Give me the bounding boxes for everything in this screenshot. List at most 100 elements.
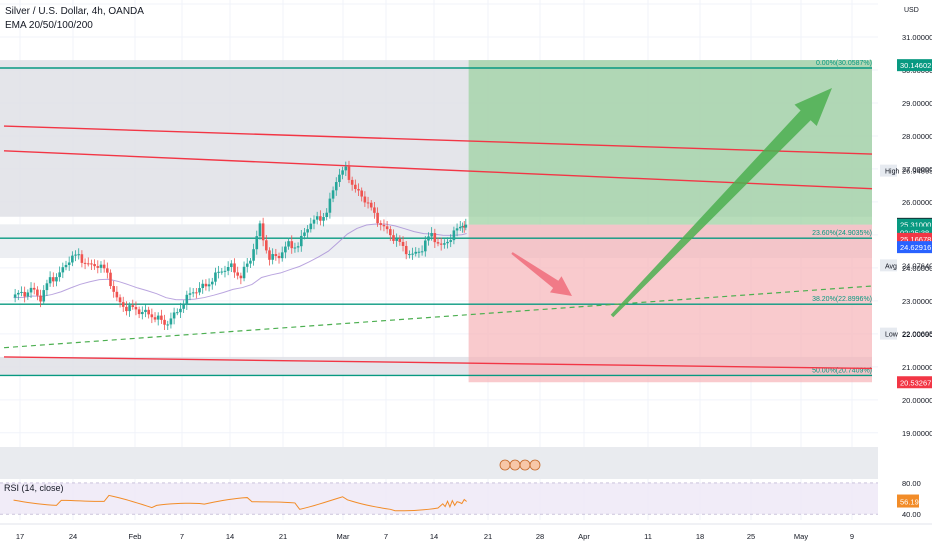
candle xyxy=(163,319,166,325)
candle xyxy=(277,255,281,259)
fib-label: 23.60%(24.9035%) xyxy=(812,230,872,237)
candle xyxy=(188,293,192,295)
candle xyxy=(61,267,65,273)
candle xyxy=(433,233,437,243)
ema-line xyxy=(13,223,467,301)
candle xyxy=(226,267,230,271)
candle xyxy=(233,263,236,273)
stat-label: Avg xyxy=(885,263,897,270)
price-tag-label: 25.31000 xyxy=(900,221,931,230)
candle xyxy=(404,245,408,255)
candle xyxy=(363,196,367,203)
candle xyxy=(118,297,122,303)
candle xyxy=(128,305,131,312)
fib-label: 50.00%(20.7409%) xyxy=(812,367,872,374)
candle xyxy=(156,315,160,320)
candle xyxy=(230,263,233,268)
candle xyxy=(350,179,354,185)
candle xyxy=(42,290,46,302)
y-tick-label: 20.00000 xyxy=(902,396,932,405)
candle xyxy=(64,264,68,268)
candle xyxy=(93,264,96,267)
rsi-value-tag xyxy=(897,494,919,508)
price-tag xyxy=(897,376,932,389)
price-tag-label: 24.62916 xyxy=(900,243,931,252)
event-icon xyxy=(509,459,521,471)
rsi-band xyxy=(0,482,878,515)
candle xyxy=(13,294,17,298)
event-icon xyxy=(499,459,511,471)
candle xyxy=(20,291,23,293)
candle xyxy=(74,254,77,256)
stat-box xyxy=(880,164,897,177)
currency-label: USD xyxy=(904,7,919,14)
x-tick-label: 7 xyxy=(384,532,388,541)
candle xyxy=(80,254,84,263)
candle xyxy=(86,263,90,265)
indicator-legend: EMA 20/50/100/200 xyxy=(5,20,93,31)
candle xyxy=(373,207,376,213)
x-tick-label: May xyxy=(794,532,808,541)
y-tick-label: 29.00000 xyxy=(902,99,932,108)
loss-zone xyxy=(468,224,872,383)
candle xyxy=(134,306,138,310)
candle xyxy=(141,312,144,315)
x-tick-label: 7 xyxy=(180,532,184,541)
stat-box xyxy=(880,327,897,340)
candle xyxy=(261,223,265,241)
x-tick-label: 14 xyxy=(430,532,438,541)
stat-label: Low xyxy=(885,332,899,339)
candle xyxy=(67,262,71,265)
candle xyxy=(303,232,306,236)
stat-label: High xyxy=(885,169,900,176)
candle xyxy=(144,309,147,313)
candle xyxy=(239,275,243,279)
candle xyxy=(23,291,26,297)
x-tick-label: Feb xyxy=(129,532,142,541)
candle xyxy=(204,283,208,287)
candle xyxy=(347,166,351,180)
candle xyxy=(395,238,398,241)
candle xyxy=(217,271,220,273)
event-icon xyxy=(519,459,531,471)
candle xyxy=(153,317,157,320)
candle xyxy=(32,287,36,290)
channel-line xyxy=(3,125,873,155)
candle xyxy=(379,223,383,225)
rsi-legend: RSI (14, close) xyxy=(4,483,64,493)
fib-label: 38.20%(22.8996%) xyxy=(812,296,872,303)
candle xyxy=(102,264,106,269)
candle xyxy=(236,272,239,276)
x-tick-label: 25 xyxy=(747,532,755,541)
y-tick-label: 24.00000 xyxy=(902,264,932,273)
stat-value: 22.00695 xyxy=(902,330,932,339)
candle xyxy=(172,312,176,319)
candle xyxy=(137,309,141,315)
candle xyxy=(201,283,205,289)
price-tag-label: 30.14602 xyxy=(900,61,931,70)
candle xyxy=(334,182,338,191)
candle xyxy=(462,225,466,228)
stat-value: 26.94865 xyxy=(902,167,932,176)
candle xyxy=(198,288,201,293)
candle xyxy=(45,283,49,291)
candle xyxy=(427,236,430,241)
candle xyxy=(115,291,119,298)
candle xyxy=(290,241,294,249)
chart-title: Silver / U.S. Dollar, 4h, OANDA xyxy=(5,6,144,17)
candle xyxy=(408,254,411,256)
short-arrow xyxy=(511,252,572,296)
candle xyxy=(121,302,125,307)
candle xyxy=(242,266,246,279)
candle xyxy=(398,238,402,242)
candle xyxy=(220,271,224,273)
candle xyxy=(354,184,357,190)
candle xyxy=(71,255,74,263)
candle xyxy=(360,190,363,197)
candle xyxy=(36,289,39,296)
price-tag xyxy=(897,241,932,254)
x-tick-label: Apr xyxy=(578,532,590,541)
candle xyxy=(271,254,274,260)
